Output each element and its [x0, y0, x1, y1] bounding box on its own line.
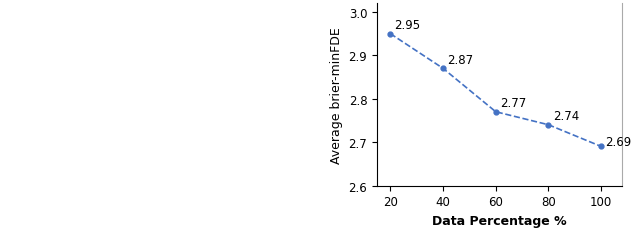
Text: 2.95: 2.95: [394, 19, 420, 32]
Text: 2.69: 2.69: [605, 135, 632, 148]
Text: 2.74: 2.74: [553, 109, 579, 122]
Text: 2.77: 2.77: [500, 97, 526, 109]
X-axis label: Data Percentage %: Data Percentage %: [433, 214, 567, 227]
Text: 2.87: 2.87: [447, 53, 473, 66]
Y-axis label: Average brier-minFDE: Average brier-minFDE: [330, 27, 343, 163]
